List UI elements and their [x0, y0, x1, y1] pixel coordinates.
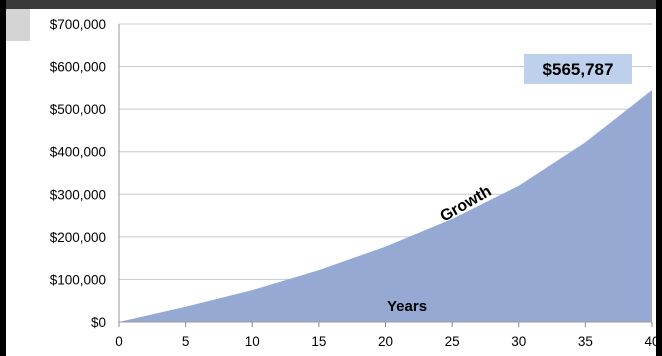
x-tick-labels: 0 5 10 15 20 25 30 35 40 [115, 334, 659, 349]
x-tick-label: 30 [511, 334, 526, 349]
x-tick-label: 10 [245, 334, 260, 349]
y-tick-labels: $0 $100,000 $200,000 $300,000 $400,000 $500,0… [50, 17, 106, 330]
left-border [0, 0, 6, 356]
y-tick-label: $700,000 [50, 17, 106, 32]
series-area [119, 90, 652, 322]
x-tick-label: 35 [578, 334, 593, 349]
y-tick-label: $600,000 [50, 60, 106, 75]
x-tick-label: 25 [445, 334, 460, 349]
corner-shade [6, 9, 30, 41]
area-series-0 [119, 90, 652, 322]
x-tick-label: 15 [311, 334, 326, 349]
x-tick-label: 0 [115, 334, 123, 349]
y-tick-label: $100,000 [50, 272, 106, 287]
y-tick-label: $500,000 [50, 102, 106, 117]
right-border [656, 0, 662, 356]
x-axis-label: Years [387, 298, 427, 315]
y-tick-label: $0 [91, 315, 106, 330]
y-tick-label: $300,000 [50, 187, 106, 202]
x-tick-label: 5 [182, 334, 190, 349]
axes [118, 24, 653, 327]
y-tick-label: $200,000 [50, 230, 106, 245]
x-tick-label: 20 [378, 334, 393, 349]
top-band [0, 0, 662, 9]
final-value-callout [524, 54, 632, 84]
y-tick-label: $400,000 [50, 145, 106, 160]
final-value-label: $565,787 [543, 60, 614, 79]
x-tick-label: 40 [644, 334, 659, 349]
